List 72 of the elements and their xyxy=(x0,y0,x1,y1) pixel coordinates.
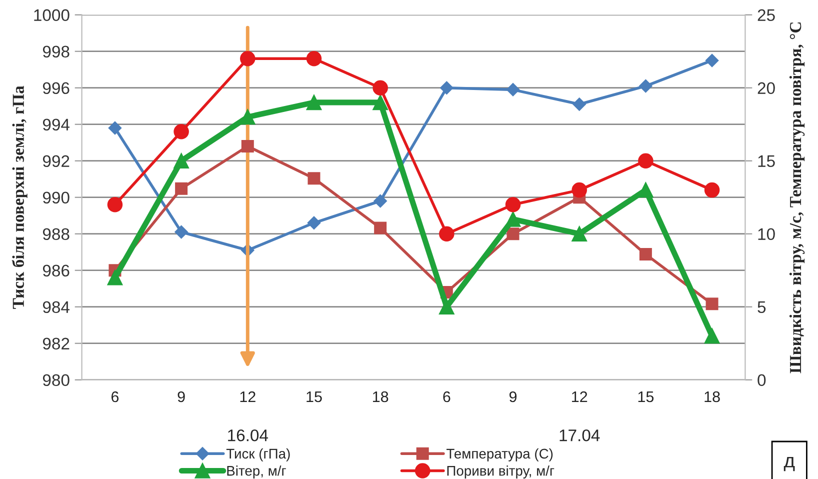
x-tick-label: 6 xyxy=(443,391,450,402)
point xyxy=(506,83,520,96)
y-tick-label: 980 xyxy=(42,374,70,386)
x-tick-label: 9 xyxy=(509,391,517,402)
point xyxy=(706,298,718,310)
x-tick-label: 6 xyxy=(112,391,119,402)
x-tick-label: 12 xyxy=(240,391,256,402)
point xyxy=(440,81,454,94)
point xyxy=(240,51,256,66)
point xyxy=(638,182,654,198)
point xyxy=(241,140,254,152)
point xyxy=(372,94,388,110)
x-tick-label: 15 xyxy=(306,392,322,402)
legend-label: Тиск (гПа) xyxy=(226,448,290,462)
point xyxy=(174,153,189,168)
point xyxy=(705,54,719,68)
y-tick-label: 984 xyxy=(42,301,70,314)
y-tick-label: 998 xyxy=(42,46,70,58)
point xyxy=(505,197,521,212)
y-tick-label: 990 xyxy=(42,192,70,204)
y-tick-label: 988 xyxy=(42,228,70,240)
point xyxy=(174,225,188,239)
legend-label: Температура (С) xyxy=(446,448,553,462)
point xyxy=(175,182,188,195)
point xyxy=(107,270,123,286)
point xyxy=(639,79,652,93)
point xyxy=(306,51,322,66)
legend-label: Пориви вітру, м/г xyxy=(447,466,554,478)
y-tick-label: 996 xyxy=(42,82,70,94)
y2-tick-label: 15 xyxy=(758,155,775,168)
y-tick-label: 986 xyxy=(42,264,70,277)
point xyxy=(505,212,521,227)
point xyxy=(107,197,123,212)
y-tick-label: 1000 xyxy=(34,9,70,22)
point xyxy=(240,109,256,125)
x-tick-label: 15 xyxy=(638,392,654,402)
point xyxy=(307,216,321,230)
point xyxy=(174,124,189,140)
y2-tick-label: 0 xyxy=(758,374,766,386)
y-tick-label: 992 xyxy=(42,155,70,168)
point xyxy=(572,98,586,111)
text: д xyxy=(784,456,795,472)
y2-axis-title: Швидкість вітру, м/с, Температура повітря, °С xyxy=(789,22,805,374)
x-tick-label: 12 xyxy=(572,391,588,402)
point xyxy=(374,222,387,234)
point xyxy=(704,182,720,198)
y2-tick-label: 5 xyxy=(758,301,766,314)
point xyxy=(306,94,322,110)
point xyxy=(572,182,587,198)
x-tick-label: 9 xyxy=(178,391,185,402)
point xyxy=(439,299,454,314)
point xyxy=(639,248,652,261)
point xyxy=(374,194,387,208)
y-tick-label: 994 xyxy=(42,118,70,131)
y2-tick-label: 10 xyxy=(758,228,775,240)
point xyxy=(572,226,587,242)
text: 17.04 xyxy=(560,429,600,442)
x-tick-label: 18 xyxy=(373,391,388,402)
y2-tick-label: 20 xyxy=(758,82,775,94)
point xyxy=(108,121,122,135)
y-tick-label: 982 xyxy=(42,338,70,350)
text: 16.04 xyxy=(228,429,268,442)
point xyxy=(372,80,388,96)
x-tick-label: 18 xyxy=(704,391,720,402)
point xyxy=(638,153,654,168)
point xyxy=(506,228,520,240)
point xyxy=(439,226,454,242)
point xyxy=(308,172,320,185)
legend-label: Вітер, м/г xyxy=(227,466,286,478)
y2-tick-label: 25 xyxy=(758,9,775,22)
y-axis-title: Тиск біля поверхні землі, гПа xyxy=(12,86,28,309)
point xyxy=(704,328,720,344)
